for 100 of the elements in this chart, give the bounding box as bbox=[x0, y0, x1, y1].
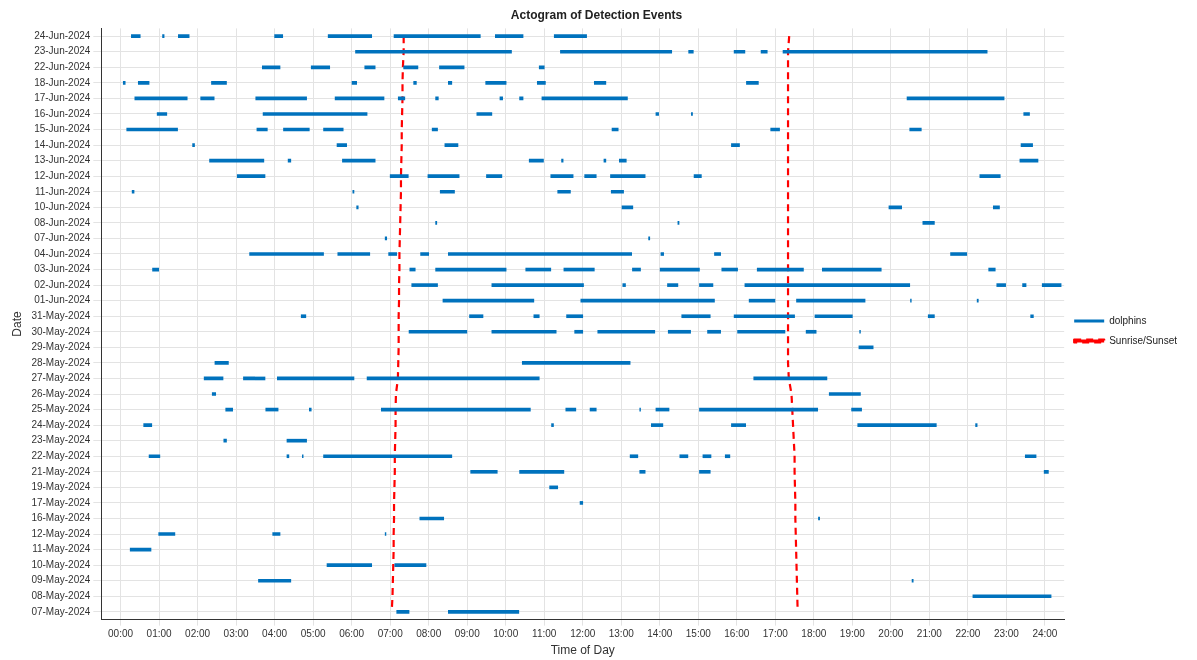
y-tick-label: 09-May-2024 bbox=[31, 574, 91, 586]
bar bbox=[300, 314, 307, 319]
bar bbox=[744, 283, 911, 287]
y-tick-label: 08-Jun-2024 bbox=[34, 216, 91, 228]
x-tick-label: 16:00 bbox=[724, 628, 750, 640]
bar bbox=[258, 578, 292, 583]
bar bbox=[996, 283, 1006, 287]
bar bbox=[622, 283, 626, 287]
bar bbox=[828, 392, 861, 396]
y-tick-label: 07-May-2024 bbox=[31, 605, 91, 617]
bar bbox=[597, 329, 656, 334]
bar bbox=[469, 314, 484, 319]
y-tick-label: 27-May-2024 bbox=[31, 372, 91, 384]
bar bbox=[261, 65, 281, 70]
bar bbox=[702, 454, 712, 459]
x-tick-label: 22:00 bbox=[955, 628, 981, 640]
bar bbox=[408, 329, 468, 334]
y-tick-label: 31-May-2024 bbox=[31, 309, 91, 321]
bar bbox=[972, 594, 1052, 599]
bar bbox=[629, 454, 639, 459]
bar bbox=[249, 252, 324, 256]
bar bbox=[1041, 283, 1062, 287]
x-tick-label: 05:00 bbox=[300, 628, 327, 640]
bar bbox=[975, 423, 978, 427]
y-tick-label: 24-May-2024 bbox=[31, 418, 91, 430]
bar bbox=[579, 501, 584, 505]
bar bbox=[356, 205, 359, 210]
bar bbox=[814, 314, 853, 319]
bar bbox=[805, 329, 817, 334]
bar bbox=[557, 189, 571, 194]
bar bbox=[553, 34, 587, 39]
bar bbox=[396, 609, 410, 614]
x-tick-label: 06:00 bbox=[339, 628, 365, 640]
bar bbox=[536, 81, 546, 85]
y-tick-label: 22-Jun-2024 bbox=[34, 61, 91, 73]
y-tick-label: 11-May-2024 bbox=[32, 543, 91, 555]
bar bbox=[427, 174, 460, 179]
bar bbox=[486, 174, 503, 179]
bar bbox=[992, 205, 1000, 210]
y-tick-label: 10-May-2024 bbox=[31, 558, 91, 570]
bar bbox=[988, 267, 996, 272]
bar bbox=[223, 438, 227, 443]
bar bbox=[731, 423, 746, 427]
bar bbox=[470, 469, 498, 474]
bar bbox=[435, 96, 439, 101]
y-tick-label: 30-May-2024 bbox=[31, 325, 91, 337]
bar bbox=[688, 49, 694, 54]
bar bbox=[158, 532, 176, 536]
bar bbox=[733, 314, 795, 319]
bar bbox=[560, 49, 673, 54]
bar bbox=[448, 252, 632, 256]
y-tick-label: 23-Jun-2024 bbox=[34, 45, 91, 57]
bar bbox=[746, 81, 759, 85]
bar bbox=[610, 174, 646, 179]
bar bbox=[310, 65, 331, 70]
bar bbox=[262, 112, 368, 116]
bar bbox=[699, 469, 711, 474]
x-tick-label: 03:00 bbox=[223, 628, 250, 640]
bar bbox=[131, 34, 141, 39]
bar bbox=[494, 34, 524, 39]
bar bbox=[403, 65, 419, 70]
bar bbox=[448, 81, 453, 85]
bar bbox=[714, 252, 721, 256]
bar bbox=[593, 81, 607, 85]
y-tick-label: 22-May-2024 bbox=[31, 449, 91, 461]
bar bbox=[308, 407, 312, 412]
y-axis-title: Date bbox=[9, 311, 24, 337]
y-tick-label: 16-May-2024 bbox=[31, 512, 91, 524]
y-tick-label: 12-Jun-2024 bbox=[34, 169, 91, 181]
y-tick-label: 28-May-2024 bbox=[31, 356, 91, 368]
bar bbox=[551, 423, 554, 427]
bar bbox=[444, 143, 459, 147]
y-tick-label: 21-May-2024 bbox=[31, 465, 91, 477]
bar bbox=[707, 329, 721, 334]
bar bbox=[550, 174, 574, 179]
bar bbox=[411, 283, 438, 287]
y-tick-label: 13-Jun-2024 bbox=[34, 154, 91, 166]
bar bbox=[122, 81, 126, 85]
bar bbox=[214, 361, 229, 365]
bar bbox=[162, 34, 165, 39]
bar bbox=[679, 454, 689, 459]
bar bbox=[388, 252, 398, 256]
bar bbox=[485, 81, 507, 85]
y-tick-label: 02-Jun-2024 bbox=[34, 278, 91, 290]
bar bbox=[655, 112, 659, 116]
bar bbox=[667, 329, 691, 334]
bar bbox=[782, 49, 988, 54]
x-tick-label: 20:00 bbox=[878, 628, 904, 640]
bar bbox=[621, 205, 634, 210]
y-tick-label: 19-May-2024 bbox=[31, 481, 91, 493]
bar bbox=[143, 423, 153, 427]
x-tick-label: 14:00 bbox=[647, 628, 673, 640]
bar bbox=[236, 174, 266, 179]
bar bbox=[355, 49, 512, 54]
bar bbox=[538, 65, 545, 70]
bar bbox=[286, 438, 307, 443]
bar bbox=[979, 174, 1001, 179]
bar bbox=[639, 469, 646, 474]
bar bbox=[533, 314, 540, 319]
bar bbox=[491, 283, 584, 287]
